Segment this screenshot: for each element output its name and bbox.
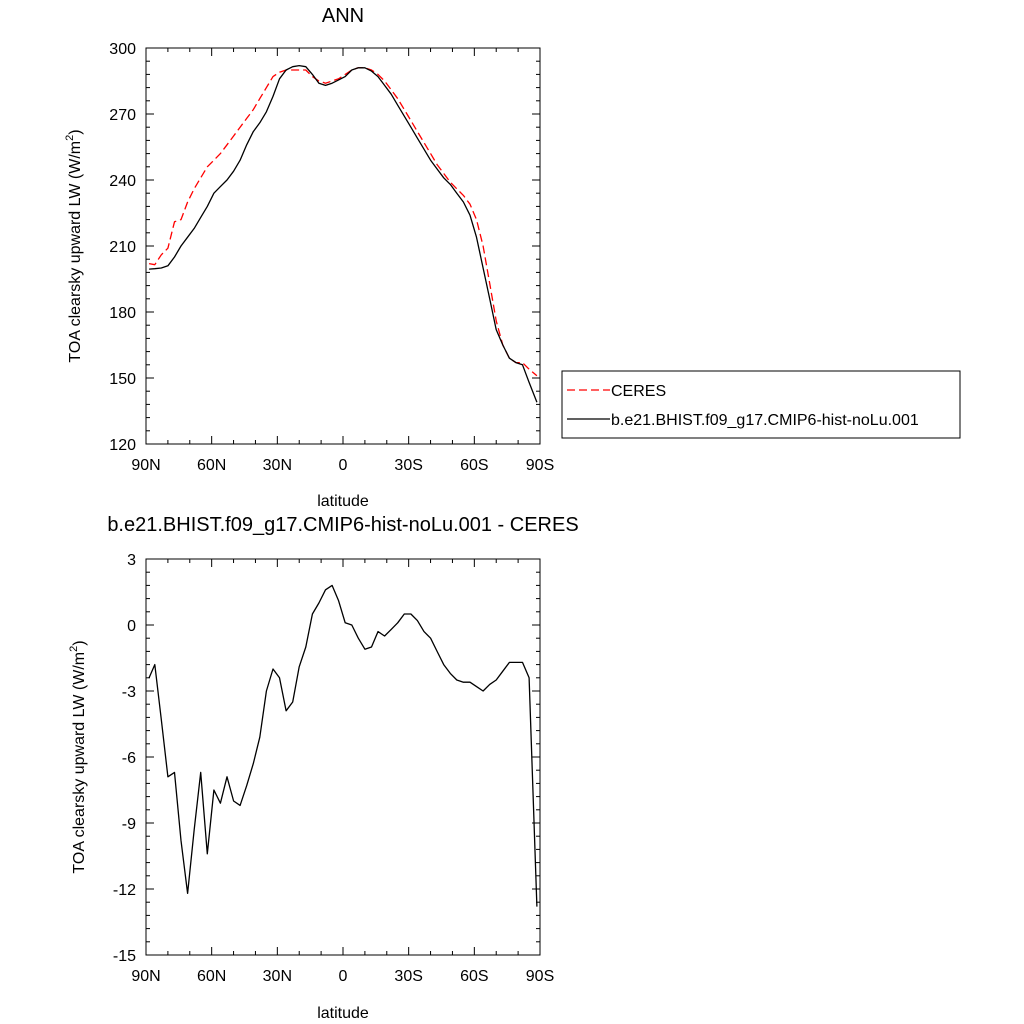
top-x-axis-title: latitude	[317, 493, 369, 510]
legend: CERES b.e21.BHIST.f09_g17.CMIP6-hist-noL…	[561, 370, 961, 439]
top-panel: ANN 90N 60N 30N 0 30S 60S 90S 120 150 180 210 240 27…	[64, 5, 961, 510]
y-tick-label: 3	[127, 552, 136, 569]
x-tick-label: 90S	[526, 457, 554, 474]
y-tick-label: 0	[127, 618, 136, 635]
bottom-panel-ticks: 90N 60N 30N 0 30S 60S 90S 3 0 -3 -6 -9 -12 -15	[113, 552, 554, 985]
x-tick-label: 30S	[394, 968, 422, 985]
x-tick-label: 60N	[197, 457, 226, 474]
bottom-plot-frame	[145, 558, 541, 956]
bottom-panel: b.e21.BHIST.f09_g17.CMIP6-hist-noLu.001 …	[68, 514, 579, 1022]
bottom-panel-lines	[148, 584, 538, 907]
series-line-0	[148, 67, 538, 377]
y-tick-label: -12	[113, 882, 136, 899]
legend-label-ceres: CERES	[611, 383, 666, 400]
legend-label-model: b.e21.BHIST.f09_g17.CMIP6-hist-noLu.001	[611, 412, 919, 429]
series-line-0	[148, 584, 538, 907]
x-tick-label: 60S	[460, 968, 488, 985]
y-tick-label: -9	[122, 816, 136, 833]
top-panel-title: ANN	[322, 5, 364, 27]
x-tick-label: 90N	[131, 457, 160, 474]
y-tick-label: 300	[109, 41, 136, 58]
bottom-panel-title: b.e21.BHIST.f09_g17.CMIP6-hist-noLu.001 …	[107, 514, 578, 536]
top-panel-ticks: 90N 60N 30N 0 30S 60S 90S 120 150 180 210 240 270 300	[109, 41, 554, 474]
y-tick-label: 180	[109, 305, 136, 322]
bottom-x-axis-title: latitude	[317, 1005, 369, 1022]
x-tick-label: 60S	[460, 457, 488, 474]
y-tick-label: 120	[109, 437, 136, 454]
x-tick-label: 30S	[394, 457, 422, 474]
legend-box	[561, 370, 961, 439]
x-tick-label: 30N	[263, 968, 292, 985]
top-panel-lines	[148, 64, 538, 403]
bottom-y-axis-title: TOA clearsky upward LW (W/m2)	[68, 640, 88, 873]
top-plot-frame	[145, 47, 541, 445]
x-tick-label: 90N	[131, 968, 160, 985]
x-tick-label: 0	[339, 457, 348, 474]
y-tick-label: 270	[109, 107, 136, 124]
x-tick-label: 0	[339, 968, 348, 985]
y-tick-label: 150	[109, 371, 136, 388]
x-tick-label: 90S	[526, 968, 554, 985]
x-tick-label: 30N	[263, 457, 292, 474]
y-tick-label: 240	[109, 173, 136, 190]
y-tick-label: -3	[122, 684, 136, 701]
series-line-1	[149, 64, 538, 403]
top-y-axis-title: TOA clearsky upward LW (W/m2)	[64, 129, 84, 362]
y-tick-label: 210	[109, 239, 136, 256]
y-tick-label: -15	[113, 948, 136, 965]
x-tick-label: 60N	[197, 968, 226, 985]
y-tick-label: -6	[122, 750, 136, 767]
